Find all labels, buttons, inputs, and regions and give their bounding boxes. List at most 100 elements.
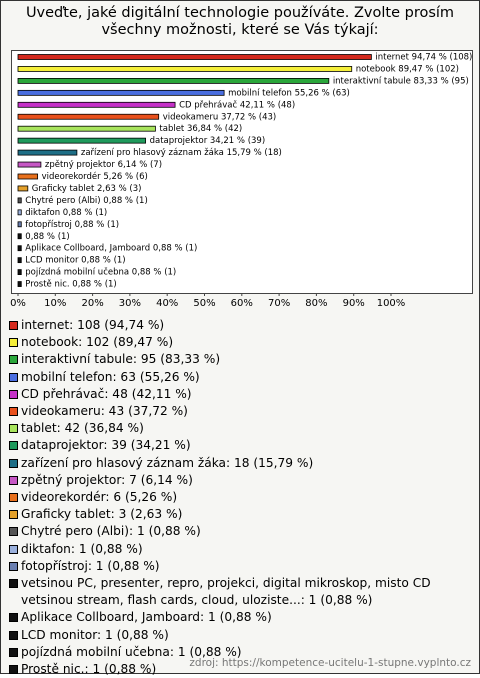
legend-item: tablet: 42 (36,84 %) bbox=[9, 420, 471, 437]
x-tick-label: 40% bbox=[156, 298, 178, 309]
legend-label: LCD monitor: 1 (0,88 %) bbox=[21, 627, 169, 642]
legend-swatch bbox=[9, 510, 18, 520]
bar-label: interaktivní tabule 83,33 % (95) bbox=[333, 76, 469, 86]
legend-swatch bbox=[9, 613, 18, 623]
bar bbox=[17, 209, 22, 216]
bar bbox=[17, 197, 22, 204]
x-tick-label: 80% bbox=[305, 298, 327, 309]
legend-item: LCD monitor: 1 (0,88 %) bbox=[9, 627, 471, 644]
x-tick-label: 70% bbox=[268, 298, 290, 309]
x-tick-label: 60% bbox=[231, 298, 253, 309]
legend-item: videorekordér: 6 (5,26 %) bbox=[9, 489, 471, 506]
legend-item: notebook: 102 (89,47 %) bbox=[9, 334, 471, 351]
bar-label: tablet 36,84 % (42) bbox=[159, 124, 242, 134]
legend-swatch bbox=[9, 493, 18, 503]
bar bbox=[17, 89, 225, 96]
legend-label: mobilní telefon: 63 (55,26 %) bbox=[21, 369, 200, 384]
legend-item: Aplikace Collboard, Jamboard: 1 (0,88 %) bbox=[9, 609, 471, 626]
bar-label: fotopřístroj 0,88 % (1) bbox=[25, 220, 119, 230]
bar-label: 0,88 % (1) bbox=[25, 232, 69, 242]
legend-label: notebook: 102 (89,47 %) bbox=[21, 335, 174, 350]
legend-item: zpětný projektor: 7 (6,14 %) bbox=[9, 472, 471, 489]
legend-swatch bbox=[9, 389, 18, 399]
legend-item: internet: 108 (94,74 %) bbox=[9, 317, 471, 334]
x-tick-label: 90% bbox=[343, 298, 365, 309]
legend-swatch bbox=[9, 527, 18, 537]
legend-label: tablet: 42 (36,84 %) bbox=[21, 421, 144, 436]
legend-swatch bbox=[9, 441, 18, 451]
legend-item: dataprojektor: 39 (34,21 %) bbox=[9, 437, 471, 454]
bar-label: zařízení pro hlasový záznam žáka 15,79 %… bbox=[81, 148, 282, 158]
bar-label: notebook 89,47 % (102) bbox=[356, 64, 459, 74]
bar bbox=[17, 173, 39, 180]
bar bbox=[17, 185, 29, 192]
legend-item: videokameru: 43 (37,72 %) bbox=[9, 403, 471, 420]
legend-item: pojízdná mobilní učebna: 1 (0,88 %) bbox=[9, 644, 471, 661]
bar bbox=[17, 113, 160, 120]
bar bbox=[17, 257, 22, 264]
bar bbox=[17, 269, 22, 276]
bar-label: LCD monitor 0,88 % (1) bbox=[25, 256, 125, 266]
bar-label: videokameru 37,72 % (43) bbox=[163, 112, 277, 122]
bar-label: pojízdná mobilní učebna 0,88 % (1) bbox=[25, 267, 176, 278]
bar-label: Chytré pero (Albi) 0,88 % (1) bbox=[25, 195, 147, 206]
bar bbox=[17, 78, 330, 84]
bar-label: Prostě nic. 0,88 % (1) bbox=[25, 280, 116, 290]
legend-swatch bbox=[9, 338, 18, 348]
bar-label: Aplikace Collboard, Jamboard 0,88 % (1) bbox=[25, 244, 197, 254]
bar bbox=[17, 161, 42, 168]
chart-title: Uveďte, jaké digitální technologie použí… bbox=[25, 5, 455, 38]
bar bbox=[17, 149, 78, 156]
bar-label: videorekordér 5,26 % (6) bbox=[42, 171, 148, 182]
source: zdroj: https://kompetence-ucitelu-1-stup… bbox=[189, 657, 471, 669]
bar bbox=[17, 125, 156, 132]
legend-label: vetsinou PC, presenter, repro, projekci,… bbox=[21, 576, 431, 608]
legend-label: Prostě nic.: 1 (0,88 %) bbox=[21, 662, 157, 677]
bar-label: internet 94,74 % (108) bbox=[375, 53, 472, 63]
legend-swatch bbox=[9, 407, 18, 417]
legend-swatch bbox=[9, 458, 18, 468]
bar-label: mobilní telefon 55,26 % (63) bbox=[228, 88, 350, 98]
legend-label: Aplikace Collboard, Jamboard: 1 (0,88 %) bbox=[21, 610, 272, 625]
legend-item: Graficky tablet: 3 (2,63 %) bbox=[9, 506, 471, 523]
legend-label: Graficky tablet: 3 (2,63 %) bbox=[21, 507, 183, 522]
legend-label: videorekordér: 6 (5,26 %) bbox=[21, 490, 178, 505]
legend-label: CD přehrávač: 48 (42,11 %) bbox=[21, 386, 192, 401]
legend-label: zpětný projektor: 7 (6,14 %) bbox=[21, 472, 193, 487]
x-tick-label: 100% bbox=[377, 298, 406, 309]
legend-swatch bbox=[9, 372, 18, 382]
bar bbox=[17, 245, 22, 252]
bar-label: zpětný projektor 6,14 % (7) bbox=[45, 160, 162, 170]
legend-item: zařízení pro hlasový záznam žáka: 18 (15… bbox=[9, 455, 471, 472]
bar bbox=[17, 233, 22, 240]
legend-item: fotopřístroj: 1 (0,88 %) bbox=[9, 558, 471, 575]
legend-label: interaktivní tabule: 95 (83,33 %) bbox=[21, 352, 221, 367]
legend-label: diktafon: 1 (0,88 %) bbox=[21, 541, 143, 556]
legend-swatch bbox=[9, 579, 18, 589]
legend-swatch bbox=[9, 424, 18, 434]
legend-swatch bbox=[9, 321, 18, 330]
legend-swatch bbox=[9, 665, 18, 675]
legend-item: Chytré pero (Albi): 1 (0,88 %) bbox=[9, 523, 471, 540]
legend-swatch bbox=[9, 647, 18, 657]
legend-swatch bbox=[9, 630, 18, 640]
bar bbox=[17, 66, 353, 72]
legend-label: dataprojektor: 39 (34,21 %) bbox=[21, 438, 191, 453]
bar bbox=[17, 137, 147, 144]
legend-label: pojízdná mobilní učebna: 1 (0,88 %) bbox=[21, 644, 242, 659]
x-tick-label: 20% bbox=[81, 298, 103, 309]
legend-item: vetsinou PC, presenter, repro, projekci,… bbox=[9, 575, 471, 609]
legend-label: Chytré pero (Albi): 1 (0,88 %) bbox=[21, 524, 201, 539]
x-tick-label: 30% bbox=[119, 298, 141, 309]
bar-label: dataprojektor 34,21 % (39) bbox=[150, 136, 266, 146]
legend-swatch bbox=[9, 355, 18, 365]
legend-swatch bbox=[9, 475, 18, 485]
bar bbox=[17, 221, 22, 228]
x-tick-label: 50% bbox=[193, 298, 215, 309]
x-tick-label: 10% bbox=[44, 298, 66, 309]
legend-label: fotopřístroj: 1 (0,88 %) bbox=[21, 558, 160, 573]
legend-label: internet: 108 (94,74 %) bbox=[21, 318, 165, 332]
bar bbox=[17, 101, 176, 108]
